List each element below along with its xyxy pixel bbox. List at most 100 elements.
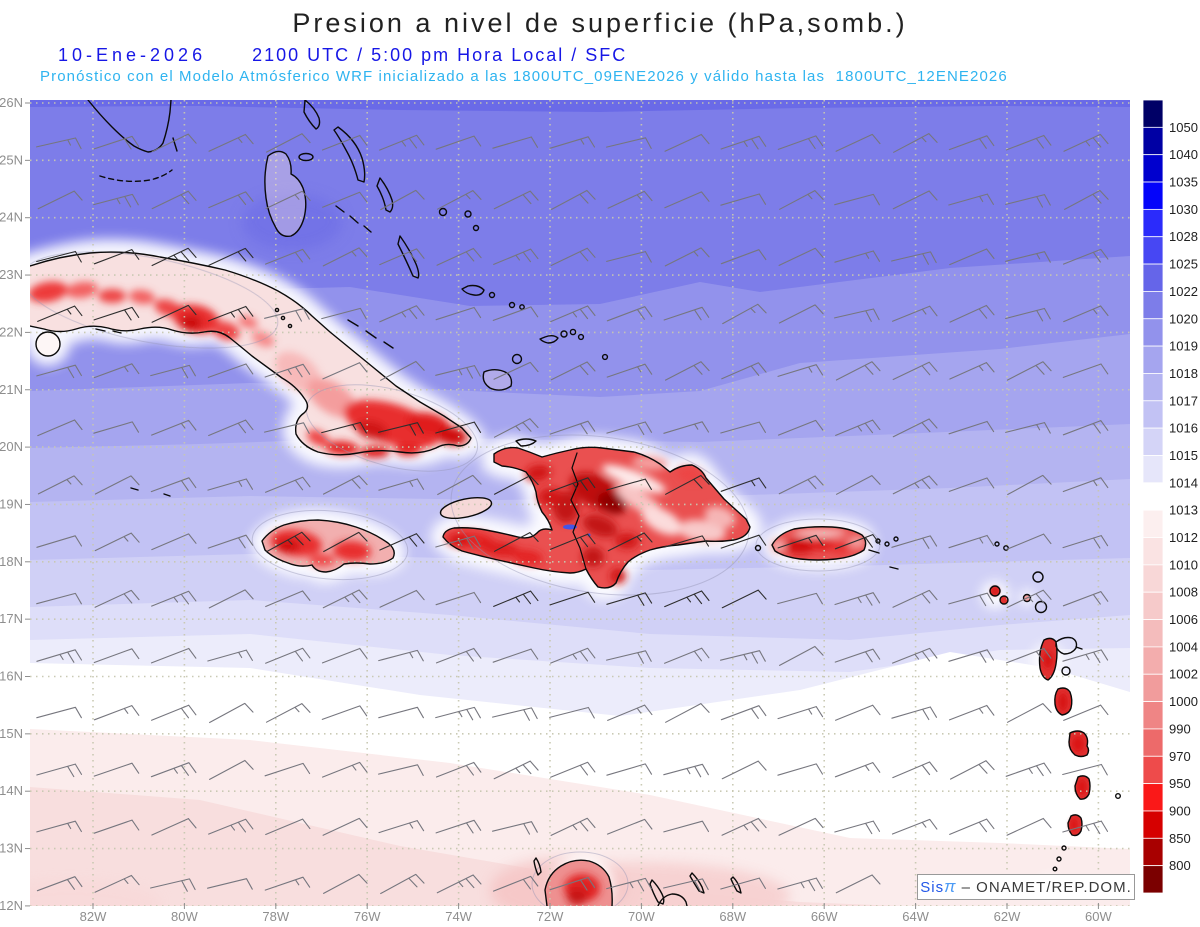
- wind-barb: [721, 589, 767, 609]
- wind-barb: [1005, 134, 1052, 151]
- wind-barb: [435, 761, 482, 778]
- wind-barb: [1062, 763, 1108, 776]
- pressure-colorbar: 1050 1040 1035 1030 1028 1025 1022 1020 1019 1018…: [1142, 99, 1198, 894]
- colorbar-segment: [1142, 126, 1164, 156]
- wind-barb: [492, 707, 538, 721]
- martinique: [1068, 730, 1090, 758]
- wind-barb: [606, 592, 653, 606]
- puerto-rico-coastline: [771, 526, 867, 561]
- wind-barb: [321, 647, 368, 664]
- wind-barb: [435, 706, 481, 721]
- wind-barb: [93, 762, 140, 777]
- colorbar-label: 1010: [1169, 557, 1198, 572]
- colorbar-segment: [1142, 263, 1164, 292]
- wind-barb: [151, 190, 197, 210]
- aruba: [533, 857, 542, 876]
- colorbar-label: 1035: [1169, 175, 1198, 190]
- colorbar-label: 1018: [1169, 366, 1198, 381]
- wind-barb: [834, 820, 881, 835]
- colorbar-label: 970: [1169, 749, 1191, 764]
- st-vincent: [1067, 814, 1083, 837]
- lat-label: 25N: [0, 152, 23, 167]
- wind-barb: [378, 706, 424, 719]
- wind-barb: [435, 135, 482, 150]
- wind-barb: [607, 190, 653, 209]
- wind-barb: [606, 251, 652, 263]
- colorbar-segment: [1142, 181, 1164, 210]
- wind-barb: [777, 419, 824, 436]
- haiti-dr-border: [570, 452, 587, 570]
- colorbar-label: 1013: [1169, 503, 1198, 518]
- wind-barb: [664, 361, 710, 381]
- wind-barb: [379, 134, 425, 151]
- wind-barb: [150, 762, 197, 778]
- paraguana: [657, 893, 688, 906]
- wind-barb: [834, 308, 880, 322]
- wind-barb: [835, 475, 881, 495]
- wind-barb: [93, 421, 140, 434]
- wind-barb: [835, 361, 881, 381]
- wind-barb: [550, 533, 596, 550]
- wind-barb: [264, 308, 310, 322]
- wind-barb: [606, 137, 652, 149]
- wind-barb: [37, 305, 83, 322]
- wind-barb: [664, 590, 710, 608]
- colorbar-label: 1012: [1169, 530, 1198, 545]
- isla-juventud-coastline: [35, 331, 61, 357]
- wind-barb: [93, 193, 139, 208]
- wind-barb: [265, 190, 311, 210]
- wind-barb: [778, 817, 824, 836]
- wind-barb: [380, 189, 425, 211]
- wind-barb: [720, 477, 767, 492]
- wind-barb: [663, 306, 710, 321]
- wind-barb: [550, 247, 596, 267]
- wind-barb: [949, 362, 995, 380]
- lat-label: 18N: [0, 554, 23, 569]
- colorbar-segment: [1142, 345, 1164, 374]
- wind-barb: [378, 649, 424, 662]
- wind-barb: [550, 361, 596, 381]
- wind-barb: [948, 193, 994, 206]
- wind-barb: [436, 874, 482, 894]
- wind-barb: [379, 589, 425, 608]
- wind-barb: [1007, 474, 1052, 496]
- wind-barb: [665, 703, 710, 723]
- wind-barb: [379, 305, 425, 323]
- wind-barb: [93, 306, 140, 321]
- wind-barb: [1006, 703, 1052, 723]
- new-providence: [298, 152, 314, 162]
- wind-barb: [380, 873, 425, 895]
- colorbar-label: 1020: [1169, 311, 1198, 326]
- wind-barb: [264, 762, 311, 777]
- wind-barb: [207, 363, 254, 378]
- wind-barb: [435, 647, 482, 664]
- pressure-shading-field: [30, 100, 1130, 906]
- lat-label: 24N: [0, 210, 23, 225]
- wind-barb: [891, 535, 938, 549]
- lon-label: 78W: [262, 909, 289, 924]
- wind-barb: [1005, 194, 1051, 208]
- wind-barb: [892, 761, 938, 779]
- wind-barb: [664, 133, 710, 152]
- wind-barb: [435, 306, 482, 321]
- colorbar-segment: [1142, 865, 1164, 894]
- wind-barb: [948, 135, 995, 151]
- colorbar-label: 1028: [1169, 229, 1198, 244]
- colorbar-segment: [1142, 99, 1164, 128]
- wind-barb: [492, 136, 539, 149]
- wind-barb: [265, 818, 311, 836]
- wind-barb: [892, 589, 938, 608]
- wind-barb: [835, 419, 881, 436]
- wind-barb: [606, 306, 653, 322]
- wind-barb: [207, 649, 253, 662]
- wind-barb: [720, 249, 767, 265]
- wind-barb: [208, 589, 254, 609]
- wind-barb: [208, 247, 254, 266]
- wind-barb: [36, 250, 82, 263]
- wind-barb: [378, 820, 425, 834]
- colorbar-label: 1014: [1169, 475, 1198, 490]
- wind-barb: [949, 304, 995, 323]
- bonaire: [689, 872, 705, 894]
- wind-barb: [265, 476, 311, 493]
- florida-keys: [99, 169, 173, 183]
